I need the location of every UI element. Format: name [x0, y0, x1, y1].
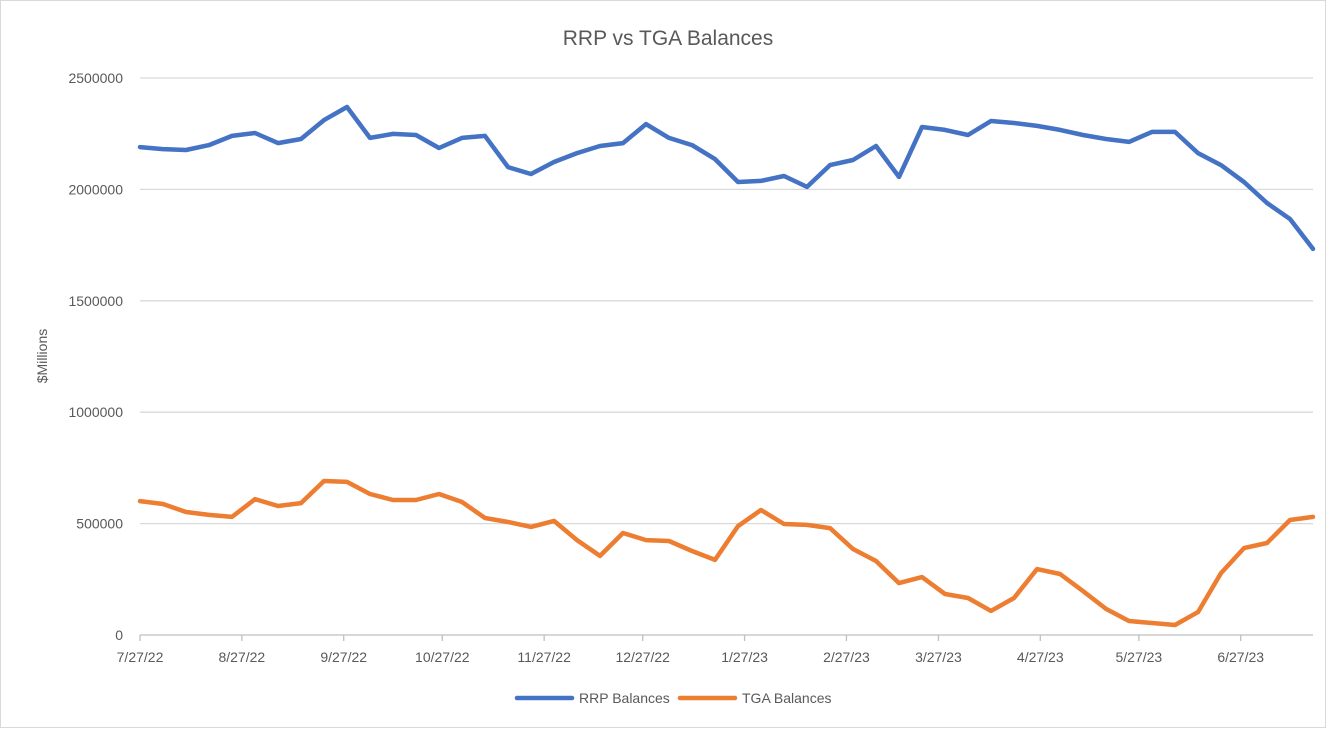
x-tick-label: 6/27/23	[1217, 649, 1264, 665]
series-line-rrp-balances	[137, 104, 1316, 252]
y-tick-label: 500000	[76, 516, 123, 532]
x-tick-label: 7/27/22	[117, 649, 164, 665]
x-tick-label: 5/27/23	[1115, 649, 1162, 665]
x-tick-label: 12/27/22	[615, 649, 670, 665]
x-tick-label: 2/27/23	[823, 649, 870, 665]
x-tick-label: 10/27/22	[415, 649, 470, 665]
y-tick-label: 2500000	[68, 70, 123, 86]
legend-label: TGA Balances	[742, 690, 832, 706]
series-line-tga-balances	[137, 478, 1316, 628]
y-axis-label: $Millions	[34, 329, 50, 383]
y-tick-label: 0	[115, 627, 123, 643]
y-tick-label: 1000000	[68, 404, 123, 420]
chart-title: RRP vs TGA Balances	[563, 27, 773, 50]
y-tick-label: 1500000	[68, 293, 123, 309]
x-tick-label: 11/27/22	[517, 649, 571, 665]
x-tick-label: 8/27/22	[218, 649, 265, 665]
legend-label: RRP Balances	[579, 690, 670, 706]
legend: RRP Balances TGA Balances	[514, 690, 832, 706]
x-tick-label: 1/27/23	[721, 649, 768, 665]
x-tick-label: 9/27/22	[320, 649, 367, 665]
y-tick-label: 2000000	[68, 181, 123, 197]
x-tick-label: 4/27/23	[1017, 649, 1064, 665]
x-tick-label: 3/27/23	[915, 649, 962, 665]
